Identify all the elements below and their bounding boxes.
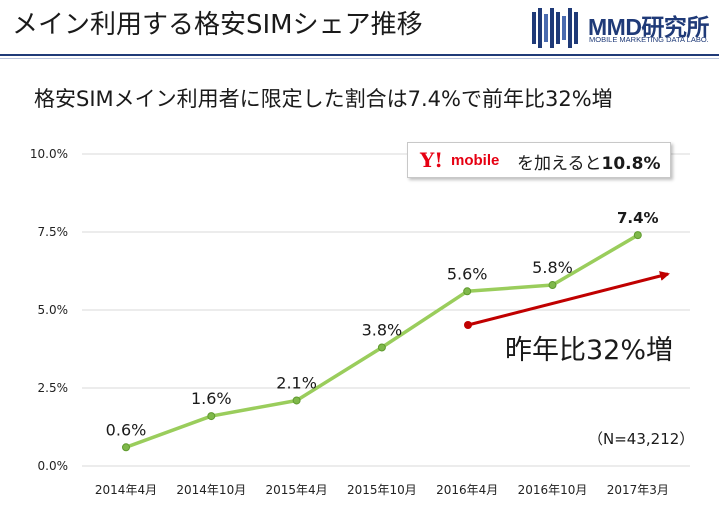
data-point [292,396,301,405]
data-point [633,231,642,240]
x-tick-label: 2014年10月 [176,483,246,497]
x-tick-label: 2015年4月 [266,483,328,497]
data-label: 0.6% [106,420,147,439]
data-label: 2.1% [276,373,317,392]
callout-phrase: を加えると [517,154,602,174]
header-divider [0,54,719,62]
ymobile-logo-text: mobile [451,152,500,169]
ymobile-logo-mark: Y! [420,148,444,172]
callout-value: 10.8% [601,154,661,174]
x-tick-label: 2014年4月 [95,483,157,497]
mmd-logo: MMD研究所 MOBILE MARKETING DATA LABO. [532,6,712,50]
data-label: 7.4% [617,209,659,227]
y-tick-label: 0.0% [38,459,69,473]
data-label: 5.6% [447,264,488,283]
data-point [122,443,130,452]
data-label: 3.8% [362,320,403,339]
mmd-logo-icon [532,8,578,48]
y-tick-label: 10.0% [30,147,68,161]
page-title: メイン利用する格安SIMシェア推移 [12,10,423,40]
data-label: 1.6% [191,389,232,408]
y-tick-label: 7.5% [38,225,69,239]
trend-arrow-start [464,321,472,329]
data-point [548,281,557,290]
growth-annotation: 昨年比32%増 [505,335,674,366]
sample-size: （N=43,212） [588,430,695,448]
logo-subtext: MOBILE MARKETING DATA LABO. [589,35,709,44]
x-tick-label: 2016年4月 [436,483,498,497]
chart-subtitle: 格安SIMメイン利用者に限定した割合は7.4%で前年比32%増 [34,87,613,111]
data-point [463,287,472,296]
callout-text: を加えると10.8% [517,149,660,174]
logo-text: MMD研究所 [588,14,709,40]
ymobile-callout: Y! mobile を加えると10.8% [407,142,671,178]
data-label: 5.8% [532,258,573,277]
trend-arrow [467,271,670,327]
x-tick-label: 2017年3月 [607,483,669,497]
data-point [207,412,216,421]
x-tick-label: 2016年10月 [518,483,588,497]
x-tick-label: 2015年10月 [347,483,417,497]
y-tick-label: 5.0% [38,303,69,317]
data-point [377,343,386,352]
y-tick-label: 2.5% [38,381,69,395]
